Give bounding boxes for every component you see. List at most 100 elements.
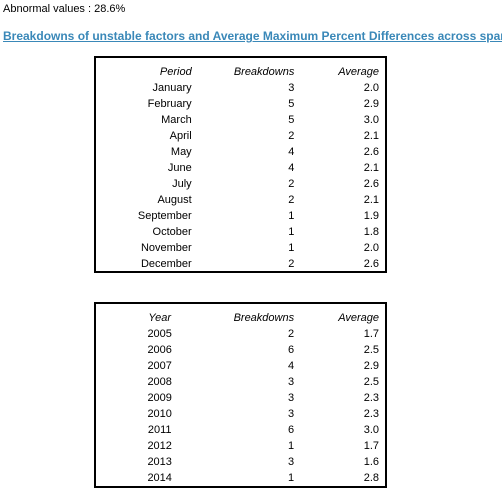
breakdowns-cell: 2	[287, 328, 295, 340]
table-row: October 1 1.8	[96, 224, 385, 240]
year-cell: 2008	[147, 376, 172, 388]
average-cell: 2.6	[363, 258, 379, 270]
year-cell: 2007	[147, 360, 172, 372]
breakdowns-cell: 2	[288, 194, 295, 206]
breakdowns-cell: 1	[288, 226, 295, 238]
average-cell: 3.0	[363, 424, 379, 436]
breakdowns-cell: 3	[288, 82, 295, 94]
yearly-breakdowns-panel: Year Breakdowns Average 2005 2 1.7 2006 6 2.5…	[94, 302, 387, 488]
period-cell: April	[169, 130, 192, 142]
period-cell: May	[170, 146, 192, 158]
table-row: March 5 3.0	[96, 112, 385, 128]
average-cell: 2.3	[363, 392, 379, 404]
breakdowns-cell: 4	[288, 146, 295, 158]
breakdowns-cell: 3	[287, 408, 295, 420]
breakdowns-cell: 1	[287, 472, 295, 484]
average-cell: 2.9	[363, 98, 379, 110]
table-row: 2007 4 2.9	[96, 358, 385, 374]
average-cell: 2.5	[363, 344, 379, 356]
table-row: June 4 2.1	[96, 160, 385, 176]
breakdowns-cell: 1	[288, 210, 295, 222]
table-row: 2006 6 2.5	[96, 342, 385, 358]
year-cell: 2010	[147, 408, 172, 420]
table-row: 2009 3 2.3	[96, 390, 385, 406]
average-cell: 2.0	[363, 82, 379, 94]
column-header-breakdowns: Breakdowns	[233, 66, 295, 78]
year-cell: 2011	[147, 424, 172, 436]
table-row: September 1 1.9	[96, 208, 385, 224]
period-cell: February	[147, 98, 192, 110]
average-cell: 2.1	[363, 162, 379, 174]
breakdowns-cell: 3	[287, 392, 295, 404]
breakdowns-cell: 6	[287, 424, 295, 436]
column-header-average: Average	[338, 66, 379, 78]
table-row: July 2 2.6	[96, 176, 385, 192]
monthly-breakdowns-table: Period Breakdowns Average January 3 2.0 Feb…	[96, 64, 385, 272]
year-cell: 2013	[147, 456, 172, 468]
column-header-average: Average	[338, 312, 379, 324]
column-header-period: Period	[159, 66, 192, 78]
column-header-breakdowns: Breakdowns	[233, 312, 295, 324]
breakdowns-cell: 6	[287, 344, 295, 356]
breakdowns-cell: 3	[287, 456, 295, 468]
period-cell: October	[152, 226, 192, 238]
period-cell: August	[157, 194, 192, 206]
breakdowns-cell: 5	[288, 98, 295, 110]
breakdowns-cell: 1	[288, 242, 295, 254]
yearly-breakdowns-table: Year Breakdowns Average 2005 2 1.7 2006 6 2.5…	[96, 310, 385, 486]
breakdowns-heading-link[interactable]: Breakdowns of unstable factors and Avera…	[3, 29, 502, 43]
table-row: 2010 3 2.3	[96, 406, 385, 422]
table-row: December 2 2.6	[96, 256, 385, 272]
average-cell: 2.9	[363, 360, 379, 372]
average-cell: 1.7	[363, 440, 379, 452]
average-cell: 2.6	[363, 178, 379, 190]
table-row: 2011 6 3.0	[96, 422, 385, 438]
table-row: February 5 2.9	[96, 96, 385, 112]
breakdowns-cell: 2	[288, 130, 295, 142]
average-cell: 1.8	[363, 226, 379, 238]
table-row: August 2 2.1	[96, 192, 385, 208]
average-cell: 2.1	[363, 194, 379, 206]
average-cell: 2.0	[363, 242, 379, 254]
year-cell: 2006	[147, 344, 172, 356]
period-cell: January	[152, 82, 192, 94]
table-row: 2014 1 2.8	[96, 470, 385, 486]
average-cell: 1.6	[363, 456, 379, 468]
table-row: January 3 2.0	[96, 80, 385, 96]
average-cell: 3.0	[363, 114, 379, 126]
column-header-year: Year	[148, 312, 171, 324]
breakdowns-cell: 4	[287, 360, 295, 372]
period-cell: July	[172, 178, 192, 190]
breakdowns-cell: 4	[288, 162, 295, 174]
average-cell: 2.8	[363, 472, 379, 484]
table-row: 2013 3 1.6	[96, 454, 385, 470]
period-cell: November	[140, 242, 192, 254]
table-row: 2005 2 1.7	[96, 326, 385, 342]
breakdowns-cell: 3	[287, 376, 295, 388]
breakdowns-cell: 1	[287, 440, 295, 452]
abnormal-values-summary: Abnormal values : 28.6%	[3, 3, 126, 15]
average-cell: 1.9	[363, 210, 379, 222]
table-header-row: Year Breakdowns Average	[96, 310, 385, 326]
table-row: April 2 2.1	[96, 128, 385, 144]
average-cell: 2.1	[363, 130, 379, 142]
breakdowns-cell: 2	[288, 178, 295, 190]
breakdowns-cell: 5	[288, 114, 295, 126]
average-cell: 1.7	[363, 328, 379, 340]
year-cell: 2009	[147, 392, 172, 404]
table-header-row: Period Breakdowns Average	[96, 64, 385, 80]
year-cell: 2012	[147, 440, 172, 452]
year-cell: 2005	[147, 328, 172, 340]
average-cell: 2.6	[363, 146, 379, 158]
period-cell: June	[167, 162, 192, 174]
breakdowns-cell: 2	[288, 258, 295, 270]
table-row: May 4 2.6	[96, 144, 385, 160]
period-cell: March	[161, 114, 192, 126]
average-cell: 2.3	[363, 408, 379, 420]
period-cell: December	[140, 258, 192, 270]
table-row: 2008 3 2.5	[96, 374, 385, 390]
average-cell: 2.5	[363, 376, 379, 388]
table-row: November 1 2.0	[96, 240, 385, 256]
table-row: 2012 1 1.7	[96, 438, 385, 454]
year-cell: 2014	[147, 472, 172, 484]
